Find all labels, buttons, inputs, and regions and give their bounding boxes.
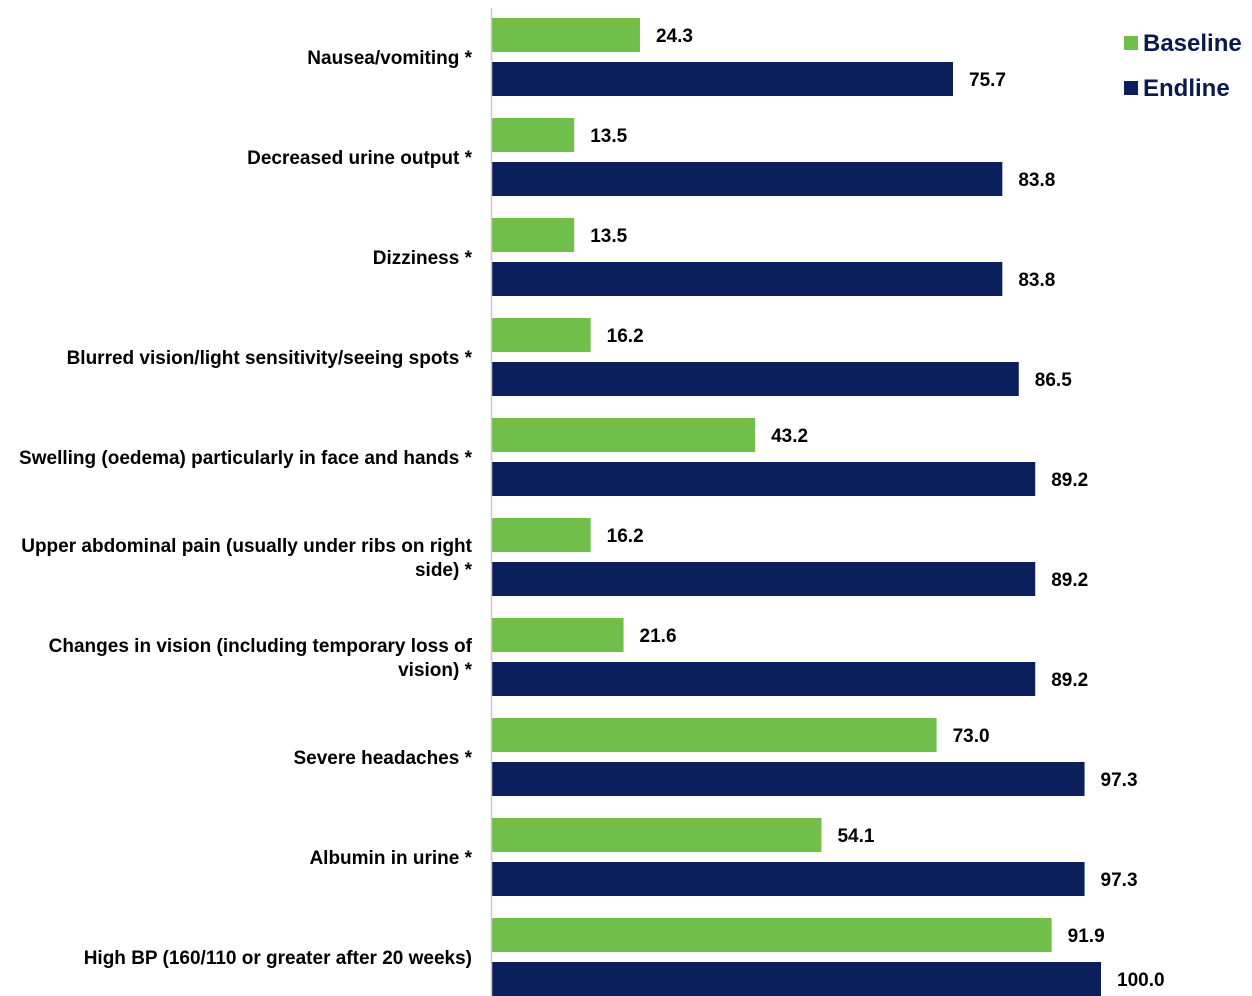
endline-value-label-7: 97.3 [1101,770,1138,791]
endline-value-label-0: 75.7 [969,70,1006,91]
category-label-5-line-0: Upper abdominal pain (usually under ribs… [21,536,472,557]
legend-label-endline: Endline [1143,75,1230,102]
baseline-bar-0 [492,18,640,52]
baseline-value-label-3: 16.2 [607,326,644,347]
category-label-6-line-1: vision) * [398,660,473,681]
baseline-bar-5 [492,518,591,552]
baseline-value-label-9: 91.9 [1068,926,1105,947]
legend: Baseline Endline [1124,30,1242,102]
category-label-0: Nausea/vomiting * [307,48,472,69]
bars-layer [492,18,1101,996]
baseline-value-label-2: 13.5 [590,226,627,247]
baseline-bar-2 [492,218,575,252]
endline-bar-4 [492,462,1036,496]
baseline-value-label-5: 16.2 [607,526,644,547]
baseline-value-label-4: 43.2 [771,426,808,447]
baseline-bar-3 [492,318,591,352]
endline-value-label-8: 97.3 [1101,870,1138,891]
baseline-value-label-8: 54.1 [837,826,874,847]
category-label-2: Dizziness * [373,248,473,269]
legend-swatch-endline [1124,81,1138,95]
endline-bar-0 [492,62,954,96]
endline-value-label-4: 89.2 [1051,470,1088,491]
baseline-bar-4 [492,418,756,452]
endline-bar-3 [492,362,1019,396]
endline-value-label-5: 89.2 [1051,570,1088,591]
category-label-9: High BP (160/110 or greater after 20 wee… [84,948,472,969]
baseline-bar-9 [492,918,1052,952]
endline-bar-5 [492,562,1036,596]
labels-layer: 24.3 75.7 Nausea/vomiting * 13.5 83.8 Decreas… [19,26,1165,991]
baseline-bar-8 [492,818,822,852]
baseline-bar-7 [492,718,937,752]
endline-bar-9 [492,962,1101,996]
legend-label-baseline: Baseline [1143,30,1242,57]
baseline-value-label-0: 24.3 [656,26,693,47]
category-label-6-line-0: Changes in vision (including temporary l… [49,636,473,657]
category-label-3: Blurred vision/light sensitivity/seeing … [67,348,473,369]
endline-value-label-2: 83.8 [1018,270,1055,291]
endline-value-label-9: 100.0 [1117,970,1165,991]
category-label-4: Swelling (oedema) particularly in face a… [19,448,473,469]
baseline-value-label-1: 13.5 [590,126,627,147]
baseline-bar-1 [492,118,575,152]
endline-value-label-1: 83.8 [1018,170,1055,191]
endline-value-label-6: 89.2 [1051,670,1088,691]
category-label-7: Severe headaches * [293,748,472,769]
endline-bar-2 [492,262,1003,296]
endline-bar-1 [492,162,1003,196]
endline-bar-6 [492,662,1036,696]
baseline-value-label-7: 73.0 [953,726,990,747]
endline-bar-7 [492,762,1085,796]
baseline-value-label-6: 21.6 [640,626,677,647]
legend-swatch-baseline [1124,36,1138,50]
endline-value-label-3: 86.5 [1035,370,1072,391]
category-label-8: Albumin in urine * [309,848,472,869]
category-label-5-line-1: side) * [415,560,473,581]
baseline-bar-6 [492,618,624,652]
endline-bar-8 [492,862,1085,896]
category-label-1: Decreased urine output * [247,148,472,169]
